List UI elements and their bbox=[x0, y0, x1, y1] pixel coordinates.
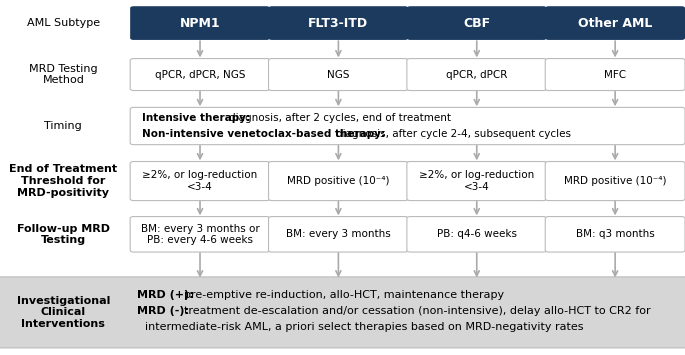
FancyBboxPatch shape bbox=[0, 277, 685, 348]
FancyBboxPatch shape bbox=[269, 6, 408, 40]
Text: Follow-up MRD
Testing: Follow-up MRD Testing bbox=[17, 224, 110, 245]
Text: Investigational
Clinical
Interventions: Investigational Clinical Interventions bbox=[16, 296, 110, 329]
Text: PB: q4-6 weeks: PB: q4-6 weeks bbox=[437, 229, 516, 239]
FancyBboxPatch shape bbox=[407, 6, 547, 40]
Text: pre-emptive re-induction, allo-HCT, maintenance therapy: pre-emptive re-induction, allo-HCT, main… bbox=[184, 290, 503, 300]
Text: BM: every 3 months: BM: every 3 months bbox=[286, 229, 390, 239]
FancyBboxPatch shape bbox=[407, 59, 547, 91]
Text: intermediate-risk AML, a priori select therapies based on MRD-negativity rates: intermediate-risk AML, a priori select t… bbox=[145, 322, 584, 332]
FancyBboxPatch shape bbox=[545, 6, 685, 40]
FancyBboxPatch shape bbox=[130, 217, 270, 252]
Text: Intensive therapy:: Intensive therapy: bbox=[142, 113, 250, 123]
FancyBboxPatch shape bbox=[130, 59, 270, 91]
Text: ≥2%, or log-reduction
<3-4: ≥2%, or log-reduction <3-4 bbox=[142, 170, 258, 192]
FancyBboxPatch shape bbox=[130, 162, 270, 201]
FancyBboxPatch shape bbox=[407, 217, 547, 252]
FancyBboxPatch shape bbox=[545, 217, 685, 252]
Text: NGS: NGS bbox=[327, 70, 349, 80]
Text: End of Treatment
Threshold for
MRD-positivity: End of Treatment Threshold for MRD-posit… bbox=[10, 164, 117, 198]
FancyBboxPatch shape bbox=[269, 162, 408, 201]
Text: diagnosis, after 2 cycles, end of treatment: diagnosis, after 2 cycles, end of treatm… bbox=[229, 113, 451, 123]
FancyBboxPatch shape bbox=[130, 6, 270, 40]
Text: NPM1: NPM1 bbox=[179, 17, 221, 29]
Text: MRD positive (10⁻⁴): MRD positive (10⁻⁴) bbox=[564, 176, 667, 186]
FancyBboxPatch shape bbox=[130, 107, 685, 145]
FancyBboxPatch shape bbox=[269, 217, 408, 252]
Text: MRD Testing
Method: MRD Testing Method bbox=[29, 64, 98, 85]
Text: MRD (+):: MRD (+): bbox=[137, 290, 194, 300]
Text: MRD (-):: MRD (-): bbox=[137, 306, 189, 316]
FancyBboxPatch shape bbox=[545, 162, 685, 201]
Text: FLT3-ITD: FLT3-ITD bbox=[308, 17, 369, 29]
Text: qPCR, dPCR: qPCR, dPCR bbox=[446, 70, 508, 80]
Text: MFC: MFC bbox=[604, 70, 626, 80]
Text: Non-intensive venetoclax-based therapy:: Non-intensive venetoclax-based therapy: bbox=[142, 129, 385, 139]
Text: CBF: CBF bbox=[463, 17, 490, 29]
FancyBboxPatch shape bbox=[545, 59, 685, 91]
FancyBboxPatch shape bbox=[407, 162, 547, 201]
Text: AML Subtype: AML Subtype bbox=[27, 18, 100, 28]
FancyBboxPatch shape bbox=[269, 59, 408, 91]
Text: diagnosis, after cycle 2-4, subsequent cycles: diagnosis, after cycle 2-4, subsequent c… bbox=[336, 129, 571, 139]
Text: Other AML: Other AML bbox=[578, 17, 652, 29]
Text: ≥2%, or log-reduction
<3-4: ≥2%, or log-reduction <3-4 bbox=[419, 170, 534, 192]
Text: qPCR, dPCR, NGS: qPCR, dPCR, NGS bbox=[155, 70, 245, 80]
Text: treatment de-escalation and/or cessation (non-intensive), delay allo-HCT to CR2 : treatment de-escalation and/or cessation… bbox=[184, 306, 650, 316]
Text: Timing: Timing bbox=[45, 121, 82, 131]
Text: BM: every 3 months or
PB: every 4-6 weeks: BM: every 3 months or PB: every 4-6 week… bbox=[140, 224, 260, 245]
Text: MRD positive (10⁻⁴): MRD positive (10⁻⁴) bbox=[287, 176, 390, 186]
Text: BM: q3 months: BM: q3 months bbox=[576, 229, 654, 239]
